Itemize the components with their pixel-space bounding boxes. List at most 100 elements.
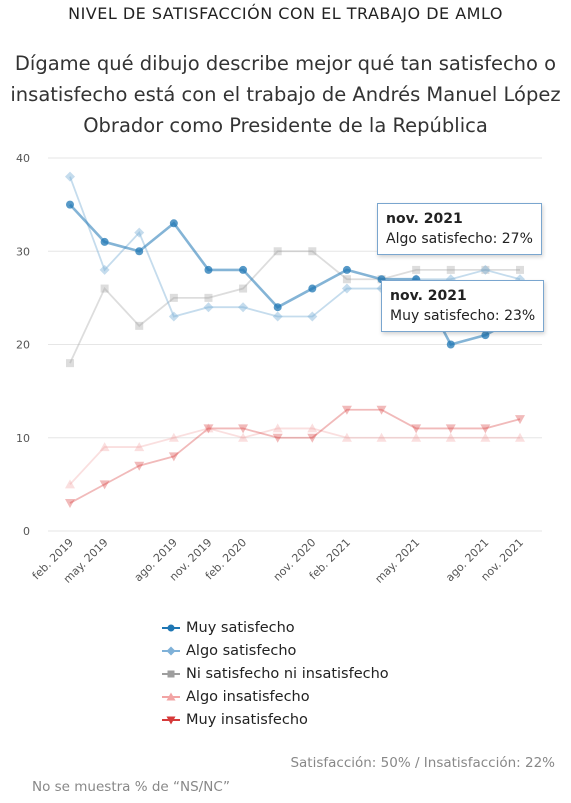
data-point[interactable] (308, 247, 317, 256)
data-point[interactable] (169, 219, 178, 228)
legend: Muy satisfecho Algo satisfecho Ni satisfec… (162, 616, 389, 731)
legend-marker-icon (162, 624, 180, 631)
data-point[interactable] (168, 452, 179, 462)
data-point[interactable] (376, 432, 387, 442)
tooltip-algo-satisfecho: nov. 2021 Algo satisfecho: 27% (377, 203, 542, 255)
tooltip-muy-satisfecho: nov. 2021 Muy satisfecho: 23% (381, 280, 545, 332)
data-point[interactable] (204, 293, 213, 302)
data-point[interactable] (238, 424, 249, 434)
data-point[interactable] (480, 424, 491, 434)
data-point[interactable] (446, 340, 455, 349)
legend-label: Muy satisfecho (186, 619, 295, 636)
legend-item[interactable]: Ni satisfecho ni insatisfecho (162, 662, 389, 685)
data-point[interactable] (238, 432, 249, 442)
data-point[interactable] (411, 424, 422, 434)
summary-text: Satisfacción: 50% / Insatisfacción: 22% (290, 755, 555, 771)
legend-label: Muy insatisfecho (186, 711, 308, 728)
legend-marker-icon (162, 716, 180, 724)
x-tick-label: may. 2021 (373, 536, 423, 586)
data-point[interactable] (516, 265, 524, 274)
y-tick-label: 30 (16, 245, 30, 258)
data-point[interactable] (203, 424, 214, 434)
data-point[interactable] (135, 247, 144, 256)
data-point[interactable] (341, 405, 352, 415)
series-lines (69, 176, 521, 504)
note-text: No se muestra % de “NS/NC” (32, 779, 230, 795)
data-point[interactable] (272, 423, 283, 433)
legend-label: Ni satisfecho ni insatisfecho (186, 665, 389, 682)
data-point[interactable] (307, 423, 318, 433)
data-point[interactable] (203, 423, 214, 433)
legend-item[interactable]: Algo insatisfecho (162, 685, 389, 708)
y-tick-label: 40 (16, 152, 30, 165)
data-point[interactable] (272, 433, 283, 443)
data-point[interactable] (99, 442, 110, 452)
tooltip-date: nov. 2021 (390, 288, 467, 304)
data-point[interactable] (134, 461, 145, 471)
data-point[interactable] (134, 442, 145, 452)
legend-marker-icon (162, 670, 180, 677)
legend-marker-icon (162, 692, 180, 700)
tooltip-date: nov. 2021 (386, 211, 463, 227)
data-point[interactable] (515, 415, 525, 425)
data-point[interactable] (135, 321, 144, 330)
data-point[interactable] (65, 479, 75, 489)
data-point[interactable] (376, 405, 387, 415)
series-line (69, 250, 520, 364)
legend-label: Algo insatisfecho (186, 688, 310, 705)
tooltip-text: Algo satisfecho: 27% (386, 231, 533, 247)
data-point[interactable] (239, 265, 248, 274)
chart-title: NIVEL DE SATISFACCIÓN CON EL TRABAJO DE … (68, 4, 503, 23)
data-point[interactable] (168, 311, 179, 322)
data-point[interactable] (134, 227, 145, 238)
data-point[interactable] (307, 311, 318, 322)
data-point[interactable] (239, 284, 248, 293)
series-line (69, 203, 521, 347)
data-point[interactable] (308, 284, 317, 293)
data-point[interactable] (66, 359, 74, 368)
data-point[interactable] (65, 499, 75, 509)
legend-item[interactable]: Muy satisfecho (162, 616, 389, 639)
data-point[interactable] (65, 171, 75, 182)
data-point[interactable] (273, 247, 282, 256)
series-line (69, 427, 520, 485)
data-point[interactable] (342, 275, 351, 284)
data-point[interactable] (480, 264, 491, 275)
legend-marker-icon (162, 646, 180, 655)
data-point[interactable] (342, 265, 351, 274)
y-axis: 0 10 20 30 40 (16, 152, 30, 538)
data-point[interactable] (203, 302, 214, 313)
legend-label: Algo satisfecho (186, 642, 297, 659)
tooltip-text: Muy satisfecho: 23% (390, 308, 536, 324)
y-tick-label: 10 (16, 432, 30, 445)
y-tick-label: 0 (23, 525, 30, 538)
data-point[interactable] (100, 284, 109, 293)
data-point[interactable] (273, 303, 282, 312)
data-point[interactable] (272, 311, 283, 322)
data-point[interactable] (445, 424, 456, 434)
legend-item[interactable]: Algo satisfecho (162, 639, 389, 662)
data-point[interactable] (169, 293, 178, 302)
data-point[interactable] (341, 432, 352, 442)
data-point[interactable] (481, 331, 490, 340)
data-point[interactable] (481, 265, 490, 274)
data-point[interactable] (445, 432, 456, 442)
data-point[interactable] (341, 283, 352, 294)
data-point[interactable] (100, 237, 109, 246)
data-point[interactable] (411, 432, 422, 442)
data-point[interactable] (66, 200, 74, 209)
data-point[interactable] (238, 302, 249, 313)
data-point[interactable] (480, 432, 491, 442)
data-point[interactable] (412, 265, 421, 274)
data-point[interactable] (446, 265, 455, 274)
y-tick-label: 20 (16, 339, 30, 352)
data-point[interactable] (307, 433, 318, 443)
data-point[interactable] (204, 265, 213, 274)
chart-subtitle: Dígame qué dibujo describe mejor qué tan… (10, 52, 561, 137)
legend-item[interactable]: Muy insatisfecho (162, 708, 389, 731)
data-point[interactable] (515, 432, 525, 442)
data-point[interactable] (99, 264, 110, 275)
data-point[interactable] (168, 432, 179, 442)
data-point[interactable] (99, 480, 110, 490)
